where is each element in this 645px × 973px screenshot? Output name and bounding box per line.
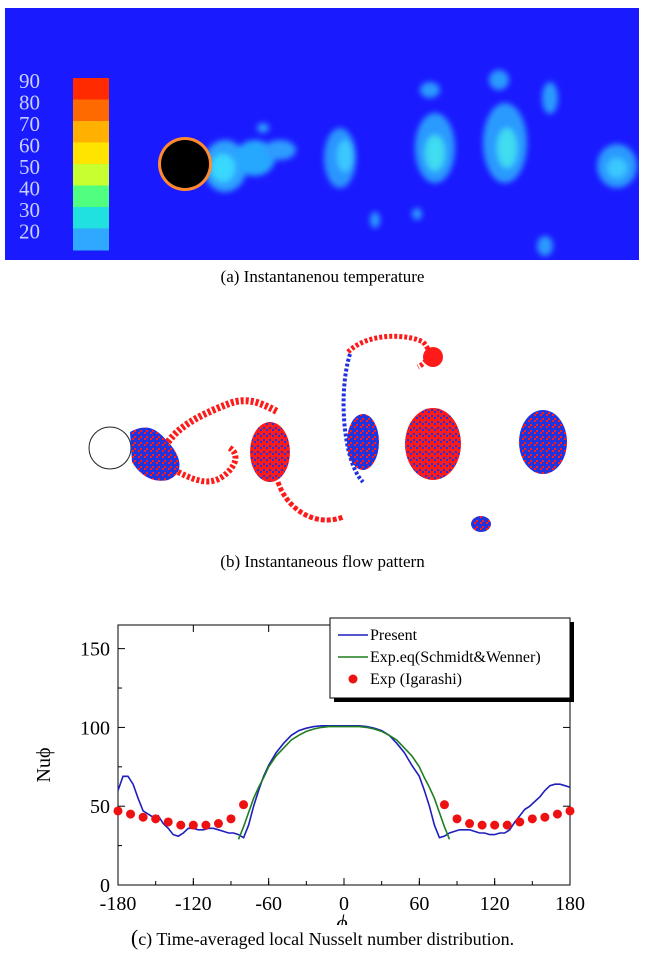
caption-b: (b) Instantaneous flow pattern [220, 552, 425, 571]
colorbar-swatch [73, 99, 109, 122]
data-point [565, 806, 575, 816]
colorbar-label: 50 [19, 155, 40, 179]
vortex-2-arm [346, 333, 431, 370]
x-tick-label: 60 [409, 893, 429, 915]
vortex-3-head [423, 347, 443, 367]
data-point [163, 817, 173, 827]
near-wake-vortex [130, 427, 180, 481]
legend-label: Exp (Igarashi) [370, 671, 462, 688]
vortex-3 [405, 408, 461, 480]
data-point [439, 800, 449, 810]
y-tick-label: 100 [80, 717, 110, 739]
caption-c: (c) Time-averaged local Nusselt number d… [0, 925, 645, 951]
legend-label: Present [370, 627, 418, 644]
data-point [138, 812, 148, 822]
data-point [176, 820, 186, 830]
x-tick-label: -120 [175, 893, 212, 915]
colorbar-label: 90 [19, 69, 40, 93]
x-tick-label: 180 [555, 893, 585, 915]
colorbar-swatch [73, 185, 109, 208]
x-tick-label: 120 [480, 893, 510, 915]
shear-layer-lower [176, 444, 239, 485]
x-tick-label: -60 [255, 893, 282, 915]
field-background [5, 8, 639, 260]
temperature-wake [203, 70, 637, 256]
shear-layer [165, 397, 280, 445]
colorbar-label: 70 [19, 112, 40, 136]
caption-c-paren: ( [130, 925, 139, 950]
colorbar-swatch [73, 207, 109, 229]
data-point [552, 809, 562, 819]
data-point [239, 800, 249, 810]
data-point [515, 817, 525, 827]
colorbar-swatch [73, 78, 109, 100]
data-point [477, 820, 487, 830]
colorbar-label: 40 [19, 177, 40, 201]
flow-pattern-image [88, 333, 567, 532]
data-point [201, 820, 211, 830]
colorbar-label: 30 [19, 198, 40, 222]
vortex-small [471, 516, 491, 532]
colorbar-label: 60 [19, 134, 40, 158]
data-point [540, 812, 550, 822]
colorbar-label: 20 [19, 220, 40, 244]
x-tick-label: -180 [100, 893, 137, 915]
data-point [113, 806, 123, 816]
legend-swatch [348, 674, 358, 684]
data-point [452, 814, 462, 824]
series-line [237, 725, 451, 840]
caption-c-text: c) Time-averaged local Nusselt number di… [138, 929, 515, 949]
data-point [126, 809, 136, 819]
data-point [226, 814, 236, 824]
data-point [490, 820, 500, 830]
vortex-2 [347, 414, 379, 470]
data-point [527, 814, 537, 824]
caption-a: (a) Instantanenou temperature [220, 267, 425, 286]
colorbar-swatch [73, 142, 109, 165]
vortex-2-arm-blue [341, 353, 365, 484]
y-axis-label: Nuϕ [33, 748, 55, 783]
colorbar-swatch [73, 228, 109, 251]
x-tick-label: 0 [339, 893, 349, 915]
cylinder [161, 140, 209, 188]
x-axis-label: ϕ [336, 910, 347, 925]
data-point [465, 819, 475, 829]
data-point [502, 820, 512, 830]
vortex-1-tail [275, 481, 344, 523]
data-point [151, 814, 161, 824]
data-point [213, 819, 223, 829]
vortex-1 [250, 422, 290, 482]
cylinder-outline [88, 426, 132, 470]
y-tick-label: 50 [90, 796, 110, 818]
vortex-4 [519, 410, 567, 474]
flow-pattern-panel [88, 312, 568, 542]
y-tick-label: 0 [100, 875, 110, 897]
y-tick-label: 150 [80, 639, 110, 661]
temperature-field-panel: 90 80 70 60 50 40 30 20 [5, 8, 639, 260]
nusselt-chart-svg: -180 -120 -60 0 60 120 180 0 50 100 150 ϕ Nuϕ Present… [33, 617, 585, 935]
plot-area: -180 -120 -60 0 60 120 180 0 50 100 150 ϕ Nuϕ Present… [33, 617, 585, 935]
series-line [117, 725, 571, 839]
legend-label: Exp.eq(Schmidt&Wenner) [370, 649, 541, 666]
data-point [188, 820, 198, 830]
colorbar-swatch [73, 164, 109, 186]
nusselt-chart: -180 -120 -60 0 60 120 180 0 50 100 150 ϕ Nuϕ Present… [0, 615, 645, 935]
colorbar-swatch [73, 121, 109, 143]
legend-box [329, 617, 571, 699]
colorbar-label: 80 [19, 91, 40, 115]
